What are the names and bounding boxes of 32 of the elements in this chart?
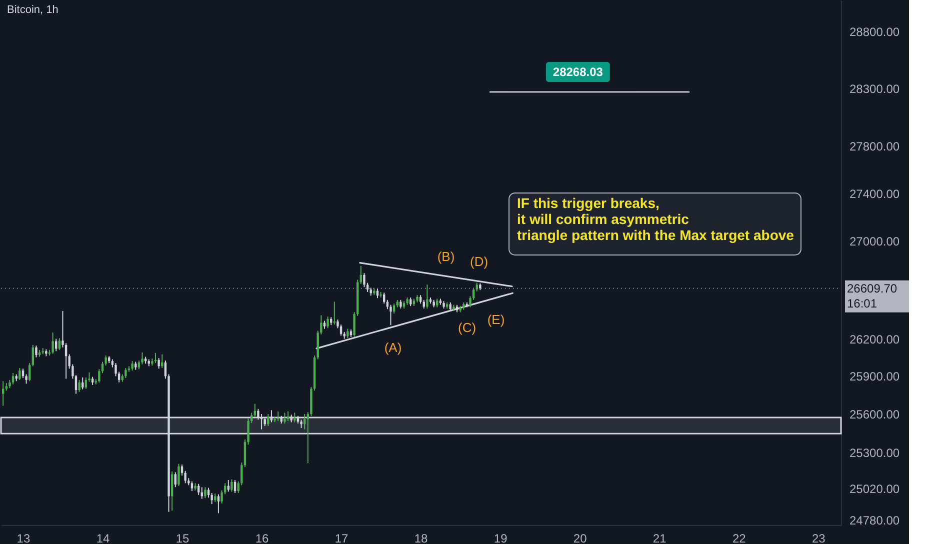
x-tick-label: 21 bbox=[652, 532, 667, 546]
y-tick-label: 28300.00 bbox=[850, 82, 900, 96]
y-tick-label: 25600.00 bbox=[850, 408, 900, 422]
x-tick-label: 13 bbox=[16, 532, 30, 546]
text: 16:01 bbox=[847, 296, 878, 310]
annotation: (A) bbox=[384, 340, 402, 355]
x-tick-label: 16 bbox=[255, 532, 270, 546]
y-tick-label: 25020.00 bbox=[850, 482, 900, 496]
y-tick-label: 25300.00 bbox=[850, 446, 900, 460]
x-tick-label: 18 bbox=[414, 532, 428, 546]
y-tick-label: 25900.00 bbox=[850, 370, 900, 384]
x-tick-label: 17 bbox=[334, 532, 349, 546]
y-tick-label: 24780.00 bbox=[850, 513, 900, 528]
y-tick-label: 27800.00 bbox=[850, 140, 900, 154]
x-tick-label: 22 bbox=[732, 532, 746, 546]
x-tick-label: 15 bbox=[176, 532, 190, 546]
annotation: (E) bbox=[487, 312, 505, 327]
annotation: IF this trigger breaks, it will confirm asymmetric triangle pattern with the Max target above bbox=[517, 195, 794, 243]
x-tick-label: 20 bbox=[573, 532, 588, 546]
annotation: (B) bbox=[437, 249, 455, 264]
x-tick-label: 19 bbox=[494, 532, 508, 546]
y-tick-label: 27000.00 bbox=[850, 234, 900, 249]
chart-title: Bitcoin, 1h bbox=[7, 4, 58, 16]
x-tick-label: 23 bbox=[812, 532, 826, 546]
ref-line-label: 26609.70 bbox=[847, 281, 898, 296]
annotation: 28268.03 bbox=[552, 64, 604, 79]
x-tick-label: 14 bbox=[96, 532, 110, 546]
annotation: (D) bbox=[470, 254, 488, 269]
y-tick-label: 26200.00 bbox=[850, 332, 900, 346]
y-tick-label: 27400.00 bbox=[850, 186, 900, 201]
y-tick-label: 28800.00 bbox=[850, 24, 900, 39]
annotation: (C) bbox=[458, 320, 476, 335]
